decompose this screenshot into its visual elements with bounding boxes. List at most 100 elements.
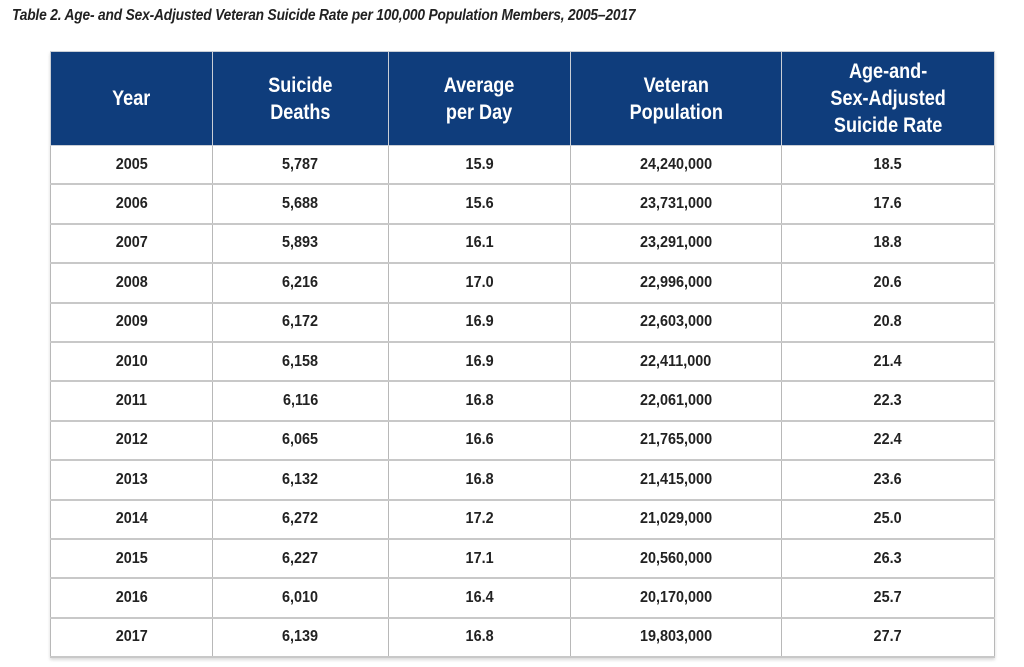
cell-value: 21.4 [873,352,903,370]
cell-average-per-day: 15.9 [388,145,571,186]
cell-suicide-deaths: 5,893 [212,223,389,265]
cell-suicide-deaths: 6,139 [212,617,389,659]
suicide-rate-table: Year Suicide Deaths Average per Day Veteran Po… [50,51,995,659]
column-header-year: Year [50,51,213,146]
cell-average-per-day: 16.1 [388,223,571,265]
column-header-line: Population [629,100,723,124]
cell-veteran-population: 22,411,000 [570,341,782,383]
cell-value: 22.4 [873,431,903,449]
cell-suicide-deaths: 5,787 [212,145,389,186]
cell-value: 20.6 [873,273,903,291]
column-header-suicide-deaths: Suicide Deaths [212,51,389,146]
cell-value: 20.8 [873,313,903,331]
cell-value: 27.7 [873,628,903,646]
cell-suicide-deaths: 6,227 [212,538,389,580]
cell-value: 2011 [115,392,148,410]
cell-veteran-population: 19,803,000 [570,617,782,659]
cell-value: 17.1 [465,549,494,567]
cell-year: 2017 [50,617,213,659]
cell-adjusted-suicide-rate: 25.0 [781,499,995,540]
cell-adjusted-suicide-rate: 27.7 [781,617,995,659]
cell-adjusted-suicide-rate: 22.4 [781,420,995,462]
cell-value: 17.2 [465,510,494,528]
cell-suicide-deaths: 6,172 [212,302,389,343]
cell-value: 16.6 [465,431,494,449]
cell-value: 20,170,000 [639,588,713,606]
cell-suicide-deaths: 6,132 [212,459,389,501]
cell-value: 5,688 [282,195,319,213]
cell-veteran-population: 22,061,000 [570,380,782,422]
table-row: 2017 6,139 16.8 19,803,000 27.7 [50,617,995,659]
cell-average-per-day: 17.0 [388,262,571,304]
column-header-line: Suicide [268,73,333,97]
cell-value: 18.5 [873,155,903,173]
column-header-line: Suicide Rate [833,114,943,137]
cell-value: 2012 [115,431,148,449]
cell-value: 5,893 [282,234,319,252]
cell-suicide-deaths: 5,688 [212,183,389,225]
cell-value: 15.6 [465,195,494,213]
cell-year: 2005 [50,145,213,186]
cell-value: 2015 [115,549,148,567]
cell-suicide-deaths: 6,065 [212,420,389,462]
cell-value: 24,240,000 [639,155,713,173]
cell-value: 23,291,000 [639,234,713,252]
cell-average-per-day: 16.6 [388,420,571,462]
cell-value: 26.3 [873,549,903,567]
cell-average-per-day: 16.9 [388,302,571,343]
cell-suicide-deaths: 6,272 [212,499,389,540]
cell-year: 2009 [50,302,213,343]
cell-value: 6,272 [282,510,319,528]
cell-value: 17.6 [873,195,903,213]
table-row: 2013 6,132 16.8 21,415,000 23.6 [50,459,995,501]
cell-value: 21,765,000 [639,431,713,449]
cell-year: 2011 [50,380,213,422]
cell-suicide-deaths: 6,010 [212,577,389,619]
cell-suicide-deaths: 6,216 [212,262,389,304]
column-header-adjusted-suicide-rate: Age-and- Sex-Adjusted Suicide Rate [781,51,995,146]
cell-average-per-day: 16.8 [388,380,571,422]
cell-value: 2009 [115,313,148,331]
cell-value: 15.9 [465,155,494,173]
column-header-veteran-population: Veteran Population [570,51,782,146]
cell-adjusted-suicide-rate: 17.6 [781,183,995,225]
cell-veteran-population: 24,240,000 [570,145,782,186]
cell-year: 2007 [50,223,213,265]
cell-adjusted-suicide-rate: 23.6 [781,459,995,501]
table-row: 2012 6,065 16.6 21,765,000 22.4 [50,420,995,462]
cell-year: 2012 [50,420,213,462]
cell-value: 22,996,000 [639,273,713,291]
cell-veteran-population: 23,731,000 [570,183,782,225]
cell-average-per-day: 16.8 [388,617,571,659]
cell-value: 6,132 [282,470,319,488]
cell-value: 22,603,000 [639,313,713,331]
cell-adjusted-suicide-rate: 18.5 [781,145,995,186]
cell-value: 21,029,000 [639,510,713,528]
cell-year: 2006 [50,183,213,225]
table-row: 2014 6,272 17.2 21,029,000 25.0 [50,499,995,540]
table-row: 2008 6,216 17.0 22,996,000 20.6 [50,262,995,304]
cell-value: 25.7 [873,588,903,606]
cell-veteran-population: 20,170,000 [570,577,782,619]
table-row: 2006 5,688 15.6 23,731,000 17.6 [50,183,995,225]
cell-value: 22,411,000 [640,352,712,370]
table-row: 2011 6,116 16.8 22,061,000 22.3 [50,380,995,422]
cell-value: 20,560,000 [639,549,713,567]
column-header-line: Age-and- [848,60,928,83]
table-body: 2005 5,787 15.9 24,240,000 18.5 2006 5,688 15.6… [50,145,995,659]
column-header-line: Deaths [270,100,331,124]
cell-value: 2007 [115,234,148,252]
cell-value: 16.8 [465,628,494,646]
column-header-line: Sex-Adjusted [830,87,946,110]
cell-value: 6,116 [282,392,319,410]
cell-value: 18.8 [873,234,903,252]
cell-value: 19,803,000 [639,628,713,646]
cell-value: 25.0 [873,510,903,528]
cell-value: 16.1 [465,234,494,252]
table-row: 2016 6,010 16.4 20,170,000 25.7 [50,577,995,619]
cell-average-per-day: 17.1 [388,538,571,580]
cell-value: 6,216 [282,273,319,291]
cell-value: 2008 [115,273,148,291]
cell-veteran-population: 22,603,000 [570,302,782,343]
cell-value: 16.8 [465,392,494,410]
